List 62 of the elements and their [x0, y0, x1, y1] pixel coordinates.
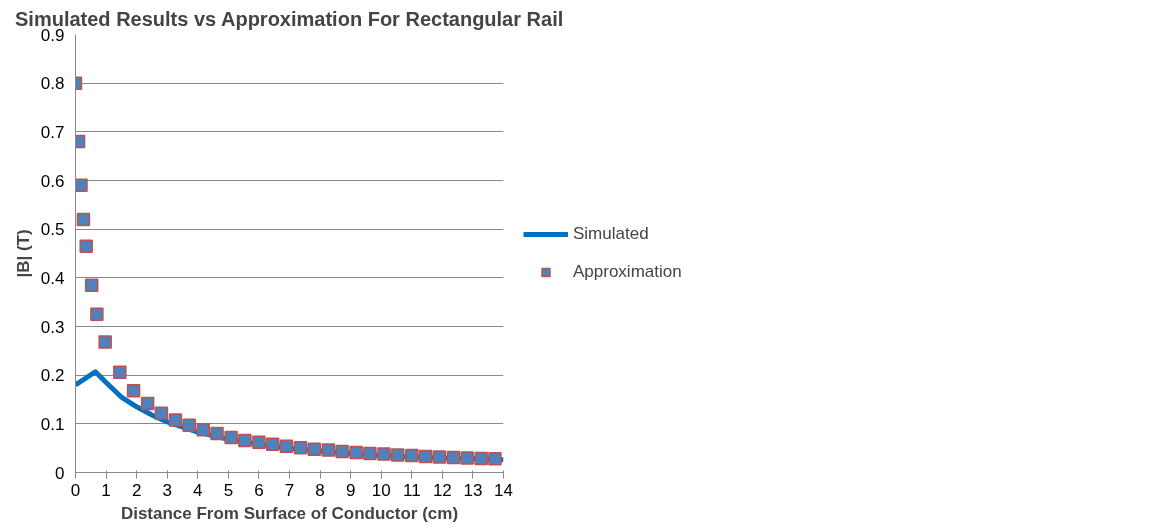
- point: [98, 335, 112, 349]
- point: [349, 445, 363, 460]
- y-tick-label: 0.2: [40, 366, 65, 386]
- point: [79, 239, 93, 253]
- legend-label: Simulated: [573, 224, 649, 244]
- x-tick-label: 12: [432, 480, 452, 500]
- x-tick-label: 0: [70, 480, 81, 500]
- point: [418, 449, 433, 464]
- point: [84, 278, 99, 292]
- y-tick-label: 0.1: [40, 414, 65, 434]
- x-tick-label: 14: [494, 480, 513, 500]
- point: [238, 433, 252, 448]
- point: [405, 448, 419, 463]
- y-tick-label: 0.6: [40, 171, 65, 191]
- point: [446, 450, 461, 465]
- y-tick-label: 0.3: [40, 317, 65, 337]
- point: [390, 448, 405, 462]
- point: [154, 406, 169, 420]
- x-tick-label: 11: [402, 480, 421, 500]
- x-tick-label: 8: [315, 480, 325, 500]
- x-tick-label: 9: [345, 480, 356, 500]
- legend-label: Approximation: [573, 262, 682, 282]
- point: [363, 446, 377, 461]
- point: [90, 307, 104, 322]
- point: [293, 440, 308, 455]
- point: [140, 396, 155, 411]
- point: [210, 426, 224, 441]
- x-axis-title: Distance From Surface of Conductor (cm): [120, 503, 459, 523]
- y-axis-title: |B| (T): [13, 229, 33, 278]
- y-tick-label: 0.8: [40, 74, 65, 94]
- point: [432, 450, 447, 464]
- point: [168, 413, 183, 427]
- x-tick-label: 6: [254, 480, 264, 500]
- x-tick-label: 10: [371, 480, 391, 500]
- x-tick-label: 2: [131, 480, 142, 500]
- x-tick-label: 5: [223, 480, 234, 500]
- point: [126, 383, 141, 398]
- y-tick-label: 0: [55, 463, 65, 483]
- y-tick-label: 0.4: [40, 268, 65, 288]
- y-tick-label: 0.7: [40, 122, 65, 142]
- point: [113, 365, 127, 379]
- point: [224, 430, 238, 445]
- x-tick-label: 4: [193, 480, 203, 500]
- x-tick-label: 3: [162, 480, 172, 500]
- point: [335, 444, 349, 459]
- point: [460, 451, 474, 465]
- x-tick-label: 7: [284, 480, 295, 500]
- point: [307, 442, 322, 456]
- point: [252, 435, 266, 450]
- point: [76, 212, 91, 227]
- point: [279, 439, 294, 453]
- point: [321, 443, 336, 457]
- x-tick-label: 13: [463, 480, 483, 500]
- point: [196, 422, 211, 437]
- x-tick-label: 1: [101, 480, 111, 500]
- point: [377, 447, 391, 461]
- point: [182, 418, 196, 433]
- point: [75, 178, 88, 193]
- y-tick-label: 0.5: [40, 220, 65, 240]
- point: [488, 452, 502, 466]
- point: [474, 451, 488, 466]
- point: [265, 437, 280, 452]
